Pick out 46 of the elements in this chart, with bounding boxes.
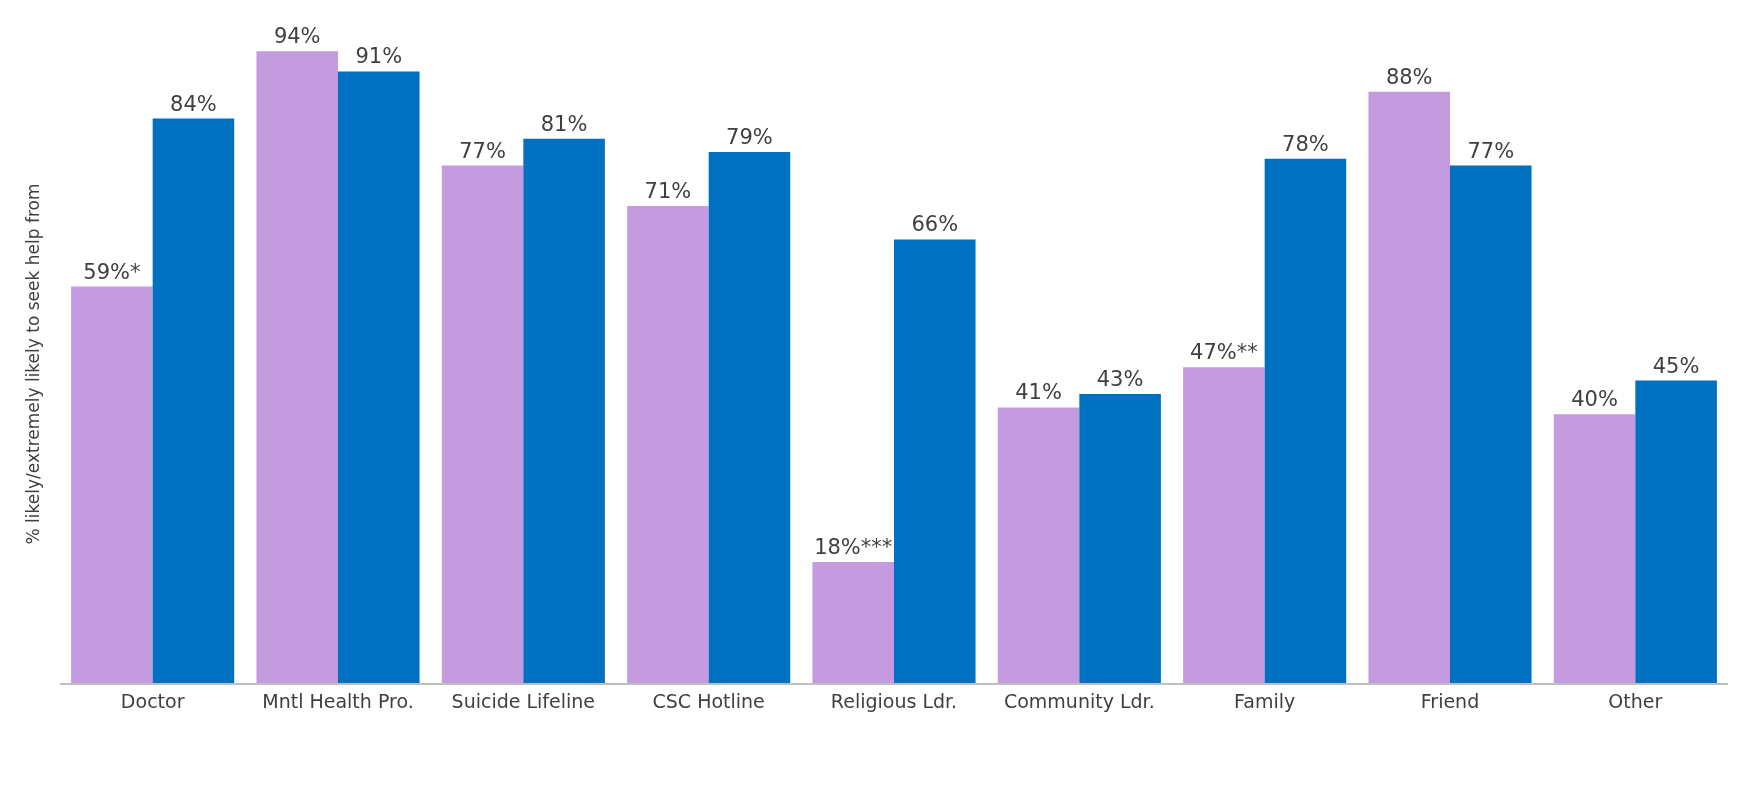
data-label: 59%* [83,259,141,284]
data-label: 88% [1385,64,1433,89]
x-tick-label: Suicide Lifeline [451,689,596,712]
bar [997,407,1080,683]
x-tick-label: Other [1608,689,1663,712]
bar [1553,414,1636,683]
data-label: 78% [1282,131,1329,156]
bar [338,71,420,683]
x-tick-label: Family [1234,689,1296,712]
bar [1368,91,1450,683]
x-tick-label: Friend [1420,689,1480,712]
data-label: 94% [273,24,321,49]
data-label: 77% [459,138,506,163]
data-label: 71% [644,178,692,203]
bar [812,562,894,683]
bar [441,165,524,683]
data-label: 40% [1571,387,1618,412]
data-label: 41% [1015,380,1062,405]
bar [1183,367,1265,683]
data-label: 81% [540,111,588,136]
data-label: 84% [170,91,217,116]
x-tick-label: Community Ldr. [1003,689,1155,712]
data-label: 43% [1096,367,1144,392]
data-label: 91% [355,44,403,69]
bar [1450,165,1532,683]
x-tick-label: CSC Hotline [652,689,765,712]
data-label: 79% [726,125,773,150]
bar [256,51,338,683]
data-label: 47%** [1190,340,1258,365]
bar [1635,380,1717,683]
x-tick-label: Doctor [120,689,185,712]
bar [71,286,153,683]
bar [523,138,605,683]
x-tick-label: Religious Ldr. [830,689,958,712]
data-label: 18%*** [814,535,893,560]
x-tick-label: Mntl Health Pro. [262,689,414,712]
bar [1079,394,1161,683]
bar [894,239,976,683]
data-label: 45% [1652,353,1700,378]
bar [708,152,791,683]
bar [627,205,709,683]
bar [1264,158,1347,683]
y-axis-title: % likely/extremely likely to seek help from [22,183,43,545]
data-label: 66% [911,212,959,237]
bar [152,118,235,683]
data-label: 77% [1467,138,1515,163]
